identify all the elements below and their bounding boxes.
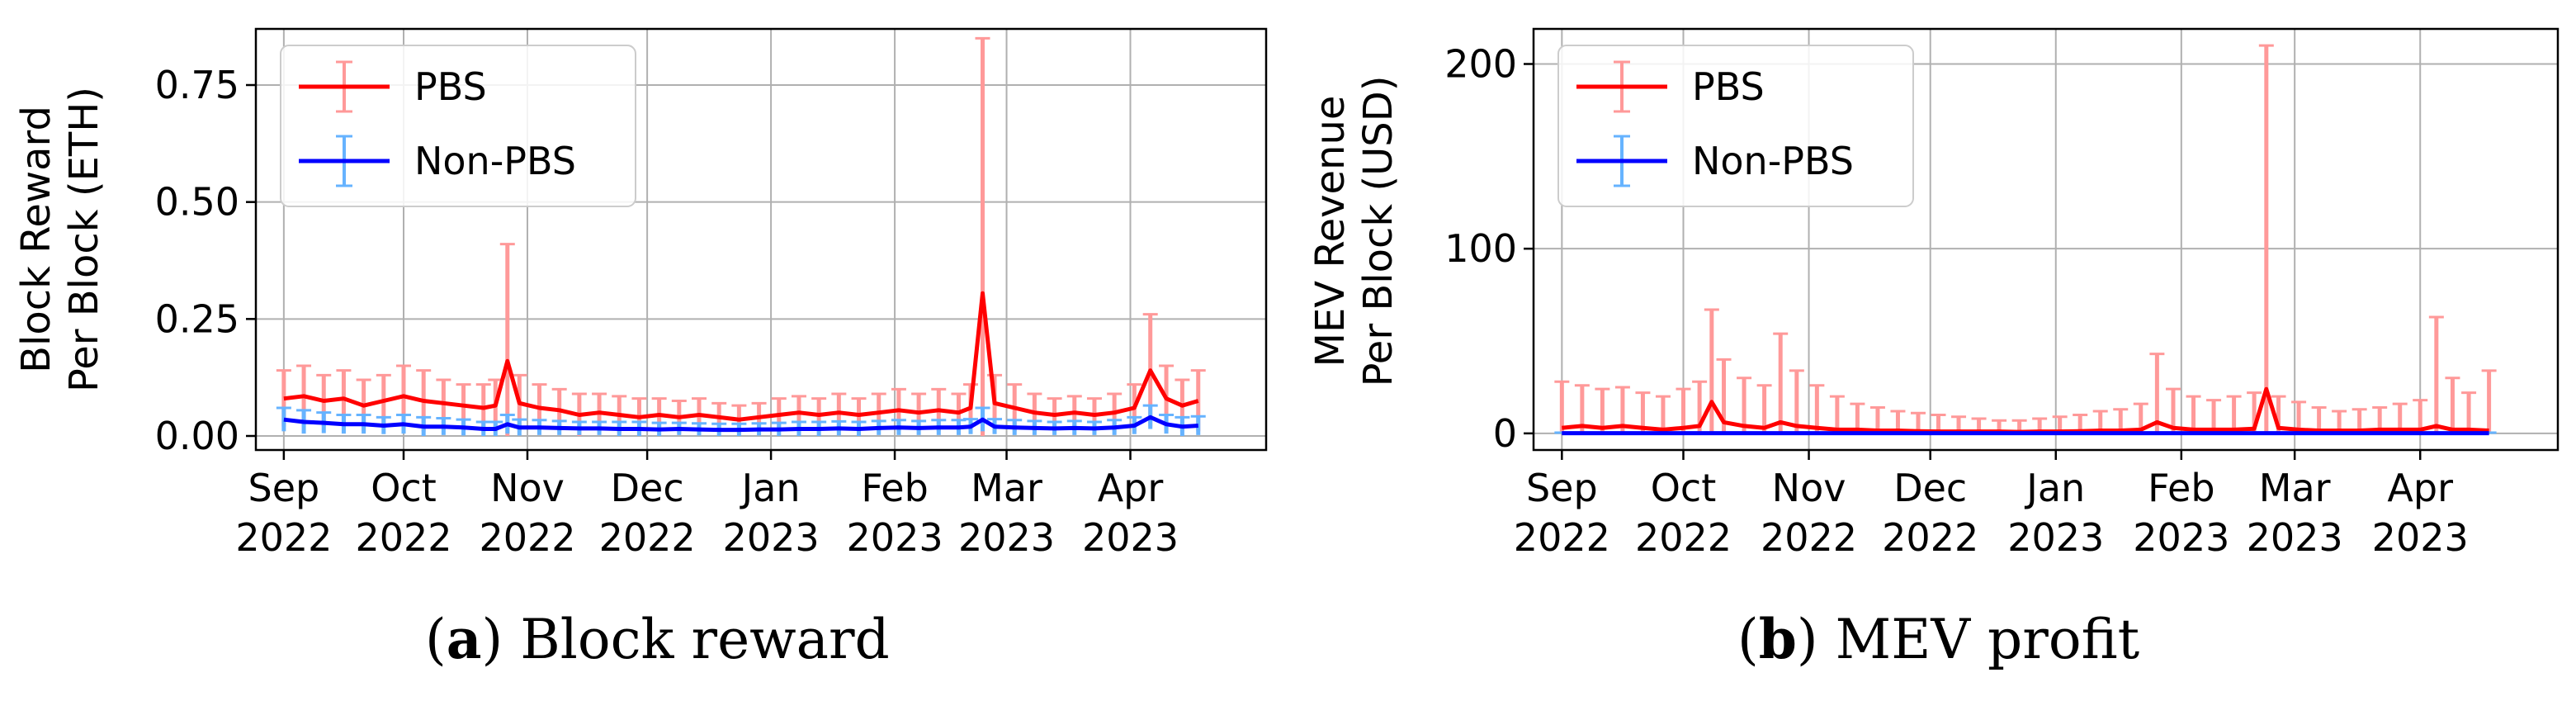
- panel-a-chart: Block Reward Per Block (ETH) 0.00 0.25 0.5…: [13, 27, 1268, 560]
- panel-b-caption: (b) MEV profit: [1737, 607, 2140, 671]
- panel-a-caption-label: a: [446, 607, 482, 671]
- chart-1-ytick-label: 0.50: [155, 180, 239, 225]
- panel-b-ylabel-line2: Per Block (USD): [1355, 76, 1401, 387]
- chart-1-xtick-label-month: Dec: [611, 466, 684, 510]
- chart-1-xtick-label-year: 2023: [958, 515, 1055, 560]
- chart-2-xtick-label-month: Apr: [2387, 466, 2453, 510]
- chart-1-xtick-label-month: Apr: [1098, 466, 1164, 510]
- chart-1-ytick-label: 0.25: [155, 296, 239, 341]
- chart-1-ytick-label: 0.75: [155, 63, 239, 107]
- chart-1-xtick-label-year: 2023: [723, 515, 820, 560]
- chart-2-ytick-label: 100: [1444, 226, 1517, 271]
- chart-2-axes-frame: [1532, 27, 2559, 452]
- chart-1-xtick-label-month: Oct: [371, 466, 437, 510]
- chart-1-xtick-label-year: 2022: [479, 515, 575, 560]
- chart-1-legend-label-pbs: PBS: [414, 64, 487, 109]
- chart-2-xtick-label-year: 2023: [2007, 515, 2104, 560]
- chart-1-xtick-label-year: 2022: [355, 515, 451, 560]
- chart-1-xtick-label-month: Mar: [971, 466, 1042, 510]
- chart-2-xtick-label-month: Mar: [2259, 466, 2331, 510]
- chart-2-xtick-label-year: 2023: [2133, 515, 2229, 560]
- chart-2-xtick-label-year: 2022: [1882, 515, 1978, 560]
- chart-1-xtick-label-month: Feb: [861, 466, 928, 510]
- chart-1-xtick-label-year: 2023: [1082, 515, 1179, 560]
- panel-b-ylabel-line1: MEV Revenue: [1307, 96, 1354, 367]
- panel-a-caption: (a) Block reward: [425, 607, 890, 671]
- chart-1-xtick-label-year: 2022: [235, 515, 332, 560]
- chart-2-legend-label-non-pbs: Non-PBS: [1692, 139, 1854, 183]
- chart-2-xtick-label-month: Nov: [1772, 466, 1846, 510]
- chart-1-xtick-label-year: 2022: [599, 515, 696, 560]
- chart-2-xtick-label-year: 2023: [2372, 515, 2469, 560]
- chart-1-axes-frame: [254, 27, 1268, 452]
- chart-2-xtick-label-month: Feb: [2148, 466, 2214, 510]
- chart-2-xtick-label-month: Jan: [2024, 466, 2085, 510]
- chart-1-ytick-label: 0.00: [155, 414, 239, 458]
- chart-1-xtick-label-month: Jan: [740, 466, 801, 510]
- panel-a-ylabel-line2: Per Block (ETH): [61, 87, 107, 392]
- chart-1-xtick-label-month: Sep: [248, 466, 320, 510]
- chart-2-xtick-label-year: 2022: [1761, 515, 1857, 560]
- chart-2-xtick-label-month: Oct: [1651, 466, 1717, 510]
- chart-2-xtick-label-year: 2022: [1635, 515, 1732, 560]
- panel-a-caption-text: Block reward: [520, 608, 890, 671]
- chart-1-xtick-label-year: 2023: [847, 515, 943, 560]
- panel-a-ylabel-line1: Block Reward: [13, 106, 59, 373]
- panel-b-caption-text: MEV profit: [1835, 608, 2140, 671]
- chart-2-ytick-label: 200: [1444, 42, 1517, 87]
- chart-1-xtick-label-month: Nov: [490, 466, 565, 510]
- panel-b-caption-label: b: [1758, 607, 1797, 671]
- panel-b-chart: MEV Revenue Per Block (USD) 0 100 200 Sep 20…: [1307, 27, 2559, 560]
- chart-2-xtick-label-month: Sep: [1526, 466, 1598, 510]
- chart-2-xtick-label-year: 2022: [1514, 515, 1610, 560]
- chart-2-legend-label-pbs: PBS: [1692, 64, 1765, 109]
- chart-2-xtick-label-year: 2023: [2247, 515, 2343, 560]
- chart-2-xtick-label-month: Dec: [1893, 466, 1967, 510]
- chart-2-ytick-label: 0: [1493, 411, 1517, 456]
- chart-1-line-pbs: [283, 291, 1199, 422]
- chart-1-legend-label-non-pbs: Non-PBS: [414, 139, 576, 183]
- chart-1-line-non-pbs: [283, 414, 1198, 433]
